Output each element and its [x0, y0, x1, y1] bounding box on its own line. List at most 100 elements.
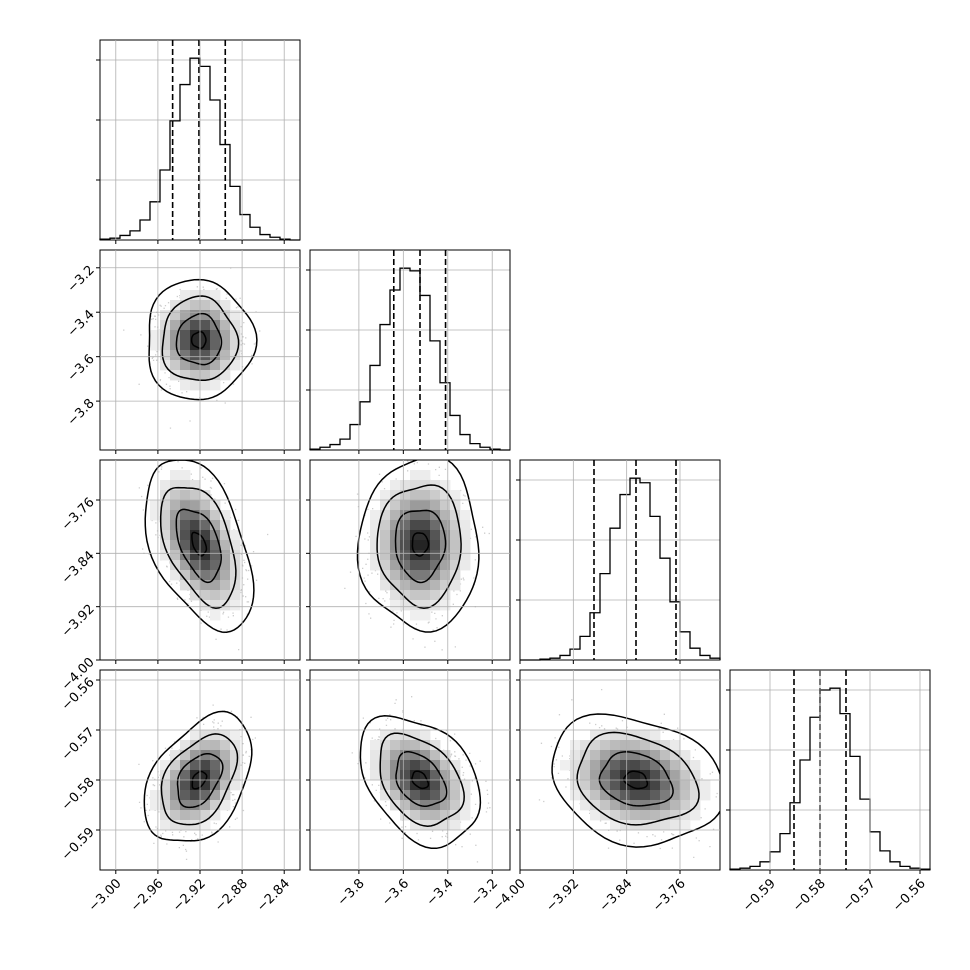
density-cell	[410, 770, 421, 781]
density-cell	[180, 810, 191, 821]
density-cell	[380, 550, 391, 561]
density-cell	[410, 820, 421, 831]
density-cell	[230, 550, 241, 561]
density-cell	[190, 480, 201, 491]
density-cell	[220, 740, 231, 751]
scatter-frame	[309, 669, 511, 871]
density-cell	[570, 780, 581, 791]
grid-lines	[520, 670, 720, 870]
density-cell	[200, 580, 211, 591]
x-tick-label: −0.57	[840, 876, 879, 915]
density-cell	[160, 310, 171, 321]
density-cell	[680, 820, 691, 831]
density-cell	[170, 800, 181, 811]
density-cell	[170, 320, 181, 331]
contour-level-3	[623, 770, 649, 790]
density-cell	[390, 780, 401, 791]
density-cell	[180, 370, 191, 381]
density-cell	[400, 760, 411, 771]
density-cell	[430, 550, 441, 561]
density-cell	[200, 820, 211, 831]
density-cell	[440, 510, 451, 521]
density-cell	[200, 760, 211, 771]
density-cell	[200, 790, 211, 801]
density-cell	[420, 790, 431, 801]
density-cell	[420, 600, 431, 611]
density-cell	[160, 540, 171, 551]
density-cell	[380, 750, 391, 761]
density-cell	[200, 590, 211, 601]
x-tick-label: −2.88	[212, 876, 251, 915]
density-cell	[180, 470, 191, 481]
density-cell	[610, 740, 621, 751]
density-cell	[440, 570, 451, 581]
density-cell	[180, 480, 191, 491]
density-cell	[220, 770, 231, 781]
density-cell	[210, 560, 221, 571]
y-tick-label: −3.8	[65, 396, 98, 429]
density-cell	[380, 560, 391, 571]
density-cell	[630, 730, 641, 741]
density-cell	[400, 590, 411, 601]
density-cell	[200, 500, 211, 511]
density-cell	[420, 780, 431, 791]
density-cell	[600, 730, 611, 741]
density-cell	[200, 550, 211, 561]
density-cell	[610, 780, 621, 791]
density-cell	[170, 780, 181, 791]
density-cell	[190, 330, 201, 341]
density-cell	[430, 590, 441, 601]
density-cell	[430, 750, 441, 761]
density-cell	[200, 770, 211, 781]
density-cell	[650, 740, 661, 751]
density-cell	[400, 770, 411, 781]
density-cell	[180, 580, 191, 591]
density-cell	[160, 500, 171, 511]
density-cell	[180, 340, 191, 351]
density-cell	[380, 580, 391, 591]
density-cell	[390, 570, 401, 581]
density-cell	[370, 560, 381, 571]
density-cell	[620, 760, 631, 771]
density-cell	[410, 560, 421, 571]
density-cell	[190, 360, 201, 371]
density-cell	[610, 820, 621, 831]
density-cell	[410, 570, 421, 581]
density-cell	[170, 470, 181, 481]
density-cell	[680, 780, 691, 791]
density-cell	[190, 580, 201, 591]
density-cell	[190, 730, 201, 741]
density-cell	[410, 590, 421, 601]
density-cell	[210, 360, 221, 371]
density-cell	[180, 290, 191, 301]
density-cell	[680, 790, 691, 801]
density-cell	[560, 760, 571, 771]
density-cell	[610, 770, 621, 781]
density-cell	[210, 610, 221, 621]
density-cell	[160, 520, 171, 531]
density-cell	[400, 510, 411, 521]
density-cell	[670, 800, 681, 811]
density-cell	[410, 790, 421, 801]
density-cell	[210, 550, 221, 561]
density-cell	[210, 730, 221, 741]
density-cell	[220, 760, 231, 771]
y-tick-label: −0.57	[59, 725, 98, 764]
density-cell	[450, 780, 461, 791]
density-cell	[640, 810, 651, 821]
density-cell	[370, 750, 381, 761]
density-cell	[420, 760, 431, 771]
density-cell	[680, 760, 691, 771]
panel-content	[123, 267, 261, 429]
density-cell	[180, 310, 191, 321]
density-cell	[640, 820, 651, 831]
density-cell	[400, 600, 411, 611]
density-cell	[160, 350, 171, 361]
x-tick-label: −2.96	[128, 876, 167, 915]
density-cell	[680, 750, 691, 761]
density-cell	[180, 560, 191, 571]
density-cell	[200, 320, 211, 331]
density-cell	[640, 790, 651, 801]
density-cell	[640, 730, 651, 741]
density-cell	[410, 740, 421, 751]
